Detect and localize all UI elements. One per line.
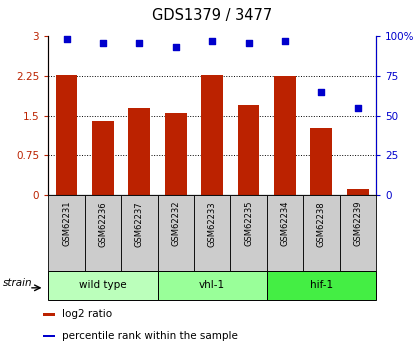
Text: GSM62233: GSM62233 xyxy=(207,201,217,247)
Bar xyxy=(339,195,376,271)
Point xyxy=(245,40,252,45)
Text: GSM62237: GSM62237 xyxy=(135,201,144,247)
Bar xyxy=(48,195,85,271)
Text: GSM62232: GSM62232 xyxy=(171,201,180,246)
Text: GDS1379 / 3477: GDS1379 / 3477 xyxy=(152,8,272,23)
Bar xyxy=(43,335,55,337)
Point xyxy=(100,40,106,45)
Bar xyxy=(267,271,376,300)
Point xyxy=(354,105,361,110)
Bar xyxy=(201,75,223,195)
Text: GSM62234: GSM62234 xyxy=(281,201,289,246)
Text: GSM62236: GSM62236 xyxy=(98,201,108,247)
Point xyxy=(63,37,70,42)
Bar xyxy=(85,195,121,271)
Text: percentile rank within the sample: percentile rank within the sample xyxy=(62,331,238,341)
Bar xyxy=(158,195,194,271)
Bar xyxy=(43,313,55,316)
Bar xyxy=(303,195,339,271)
Point xyxy=(172,45,179,50)
Bar xyxy=(165,113,186,195)
Text: GSM62235: GSM62235 xyxy=(244,201,253,246)
Bar xyxy=(158,271,267,300)
Bar xyxy=(230,195,267,271)
Bar xyxy=(92,121,114,195)
Text: GSM62239: GSM62239 xyxy=(353,201,362,246)
Bar xyxy=(274,76,296,195)
Text: vhl-1: vhl-1 xyxy=(199,280,225,290)
Bar xyxy=(347,189,369,195)
Text: hif-1: hif-1 xyxy=(310,280,333,290)
Bar xyxy=(267,195,303,271)
Bar xyxy=(310,128,332,195)
Bar xyxy=(129,108,150,195)
Point xyxy=(281,38,288,44)
Bar xyxy=(238,105,260,195)
Bar xyxy=(194,195,230,271)
Bar xyxy=(48,271,158,300)
Text: wild type: wild type xyxy=(79,280,127,290)
Text: strain: strain xyxy=(3,278,32,287)
Text: GSM62231: GSM62231 xyxy=(62,201,71,246)
Point xyxy=(209,38,215,44)
Point xyxy=(136,40,143,45)
Bar xyxy=(121,195,158,271)
Text: log2 ratio: log2 ratio xyxy=(62,309,113,319)
Bar xyxy=(55,75,77,195)
Point xyxy=(318,89,325,95)
Text: GSM62238: GSM62238 xyxy=(317,201,326,247)
